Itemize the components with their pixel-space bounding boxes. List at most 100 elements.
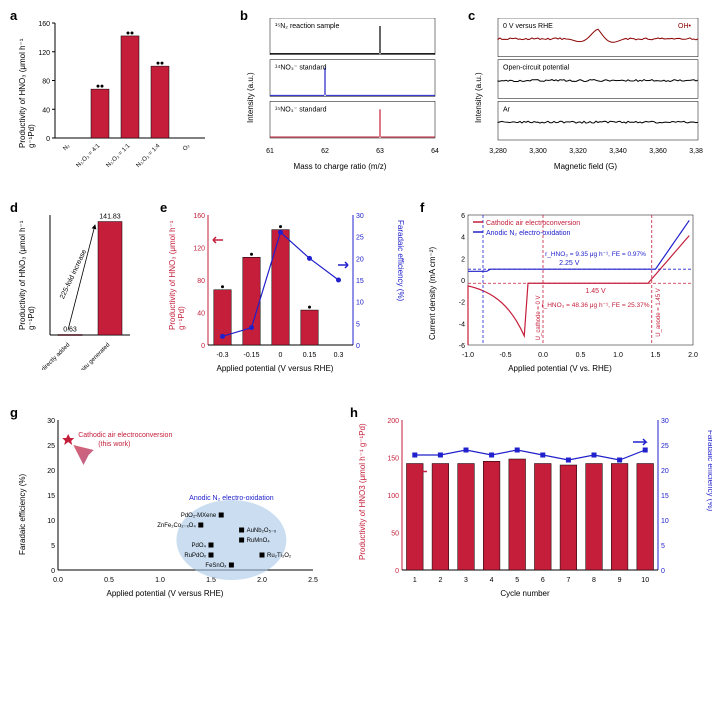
svg-text:1.5: 1.5 bbox=[651, 352, 661, 359]
panel-a-ylabel: Productivity of HNO₃ (μmol h⁻¹ g⁻¹Pd) bbox=[18, 28, 36, 148]
svg-text:80: 80 bbox=[197, 278, 205, 285]
svg-text:20: 20 bbox=[661, 468, 669, 475]
svg-text:-1.0: -1.0 bbox=[462, 352, 474, 359]
panel-e-xlabel: Applied potential (V versus RHE) bbox=[160, 364, 390, 373]
panel-f: f Current density (mA cm⁻²) Cathodic air… bbox=[420, 200, 700, 370]
svg-text:-0.3: -0.3 bbox=[216, 352, 228, 359]
svg-text:N₂: N₂ bbox=[62, 143, 71, 152]
svg-text:¹⁴NO₃⁻ standard: ¹⁴NO₃⁻ standard bbox=[275, 65, 327, 72]
svg-text:200: 200 bbox=[387, 418, 399, 425]
svg-text:160: 160 bbox=[193, 213, 205, 220]
svg-text:0.0: 0.0 bbox=[538, 352, 548, 359]
svg-text:9: 9 bbox=[618, 577, 622, 584]
svg-text:6: 6 bbox=[541, 577, 545, 584]
panel-c-ylabel: Intensity (a.u.) bbox=[474, 43, 483, 123]
svg-text:5: 5 bbox=[661, 543, 665, 550]
svg-text:1.0: 1.0 bbox=[155, 577, 165, 584]
panel-b-label: b bbox=[240, 8, 248, 23]
svg-text:r_HNO₃ = 48.36 μg h⁻¹, FE = 25: r_HNO₃ = 48.36 μg h⁻¹, FE = 25.37% bbox=[541, 302, 649, 309]
svg-text:U_anode = 1.45 V: U_anode = 1.45 V bbox=[656, 288, 662, 337]
panel-c: c Intensity (a.u.) 0 V versus RHEOH•Open… bbox=[468, 8, 703, 168]
panel-b: b Intensity (a.u.) ¹⁵N₂ reaction sample¹… bbox=[240, 8, 440, 168]
svg-text:15: 15 bbox=[47, 493, 55, 500]
svg-text:30: 30 bbox=[661, 418, 669, 425]
svg-text:0: 0 bbox=[46, 136, 50, 143]
svg-text:RuPdOₓ: RuPdOₓ bbox=[184, 553, 206, 559]
chart-g: 0.00.51.01.52.02.5051015202530Cathodic a… bbox=[38, 415, 318, 590]
panel-d: d Productivity of HNO₃ (μmol h⁻¹ g⁻¹Pd) … bbox=[10, 200, 135, 370]
svg-text:ZnFe₂Co₂₋ₓO₄: ZnFe₂Co₂₋ₓO₄ bbox=[157, 523, 196, 529]
svg-text:25: 25 bbox=[47, 443, 55, 450]
chart-h: 05010015020005101520253012345678910 bbox=[380, 415, 680, 590]
svg-text:0.0: 0.0 bbox=[53, 577, 63, 584]
svg-text:Cathodic air electroconversion: Cathodic air electroconversion bbox=[78, 432, 172, 439]
svg-text:20: 20 bbox=[356, 256, 364, 263]
svg-text:-0.15: -0.15 bbox=[244, 352, 260, 359]
svg-text:PdO₄: PdO₄ bbox=[192, 543, 207, 549]
panel-g-label: g bbox=[10, 405, 18, 420]
svg-text:1.0: 1.0 bbox=[613, 352, 623, 359]
svg-text:0.5: 0.5 bbox=[104, 577, 114, 584]
svg-text:0: 0 bbox=[279, 352, 283, 359]
svg-text:20: 20 bbox=[47, 468, 55, 475]
panel-b-xlabel: Mass to charge ratio (m/z) bbox=[240, 162, 440, 171]
svg-text:120: 120 bbox=[38, 50, 50, 57]
panel-h-ylabel-left: Productivity of HNO3 (μmol h⁻¹ g⁻¹Pd) bbox=[358, 420, 367, 560]
panel-a-label: a bbox=[10, 8, 17, 23]
svg-text:3: 3 bbox=[464, 577, 468, 584]
svg-text:-2: -2 bbox=[459, 300, 465, 307]
svg-text:Ar: Ar bbox=[503, 106, 511, 113]
chart-f: Cathodic air electroconversionAnodic N₂ … bbox=[448, 210, 698, 365]
svg-text:62: 62 bbox=[321, 148, 329, 155]
svg-text:10: 10 bbox=[641, 577, 649, 584]
svg-text:2.0: 2.0 bbox=[257, 577, 267, 584]
svg-text:FeSnOₓ: FeSnOₓ bbox=[205, 563, 226, 569]
svg-text:25: 25 bbox=[356, 235, 364, 242]
svg-text:OH•: OH• bbox=[678, 23, 692, 30]
svg-text:2.25 V: 2.25 V bbox=[559, 260, 580, 267]
panel-d-label: d bbox=[10, 200, 18, 215]
svg-text:50: 50 bbox=[391, 531, 399, 538]
svg-text:10: 10 bbox=[47, 518, 55, 525]
svg-text:30: 30 bbox=[47, 418, 55, 425]
svg-text:1.45 V: 1.45 V bbox=[585, 288, 606, 295]
svg-text:O₂: O₂ bbox=[182, 143, 192, 153]
svg-text:U_cathode = 0 V: U_cathode = 0 V bbox=[536, 295, 542, 340]
panel-g-xlabel: Applied potential (V versus RHE) bbox=[10, 589, 320, 598]
svg-text:1: 1 bbox=[413, 577, 417, 584]
svg-text:64: 64 bbox=[431, 148, 439, 155]
svg-text:0: 0 bbox=[461, 278, 465, 285]
svg-text:¹⁵NO₃⁻ standard: ¹⁵NO₃⁻ standard bbox=[275, 106, 327, 113]
svg-text:7: 7 bbox=[566, 577, 570, 584]
panel-g: g Faradaic efficiency (%) 0.00.51.01.52.… bbox=[10, 405, 320, 595]
svg-text:0.15: 0.15 bbox=[303, 352, 317, 359]
svg-text:63: 63 bbox=[376, 148, 384, 155]
svg-text:15: 15 bbox=[356, 278, 364, 285]
panel-a: a Productivity of HNO₃ (μmol h⁻¹ g⁻¹Pd) … bbox=[10, 8, 210, 168]
panel-f-ylabel: Current density (mA cm⁻²) bbox=[428, 220, 437, 340]
svg-text:-6: -6 bbox=[459, 343, 465, 350]
svg-text:Open-circuit potential: Open-circuit potential bbox=[503, 65, 570, 72]
svg-text:100: 100 bbox=[387, 493, 399, 500]
panel-h-label: h bbox=[350, 405, 358, 420]
svg-text:160: 160 bbox=[38, 21, 50, 28]
svg-text:3,280: 3,280 bbox=[489, 148, 507, 155]
svg-text:N₂:O₂ = 1:4: N₂:O₂ = 1:4 bbox=[136, 143, 162, 168]
svg-text:4: 4 bbox=[490, 577, 494, 584]
svg-text:Ru₂Ti₃O₂: Ru₂Ti₃O₂ bbox=[267, 553, 292, 559]
svg-text:25: 25 bbox=[661, 443, 669, 450]
svg-text:Anodic N₂ electro-oxidation: Anodic N₂ electro-oxidation bbox=[189, 495, 274, 502]
svg-text:N₂:O₂ = 1:1: N₂:O₂ = 1:1 bbox=[106, 143, 132, 168]
panel-h-ylabel-right: Faradaic efficiency (%) bbox=[706, 430, 712, 550]
svg-text:80: 80 bbox=[42, 79, 50, 86]
svg-text:8: 8 bbox=[592, 577, 596, 584]
svg-text:30: 30 bbox=[356, 213, 364, 220]
svg-text:2: 2 bbox=[461, 256, 465, 263]
svg-text:40: 40 bbox=[42, 107, 50, 114]
panel-e-label: e bbox=[160, 200, 167, 215]
svg-text:10: 10 bbox=[356, 300, 364, 307]
svg-text:(this work): (this work) bbox=[98, 441, 130, 448]
svg-text:3,340: 3,340 bbox=[609, 148, 627, 155]
panel-c-xlabel: Magnetic field (G) bbox=[468, 162, 703, 171]
chart-d: 0.63H₂O₂ directly added141.83H₂O₂ in sit… bbox=[35, 210, 135, 370]
